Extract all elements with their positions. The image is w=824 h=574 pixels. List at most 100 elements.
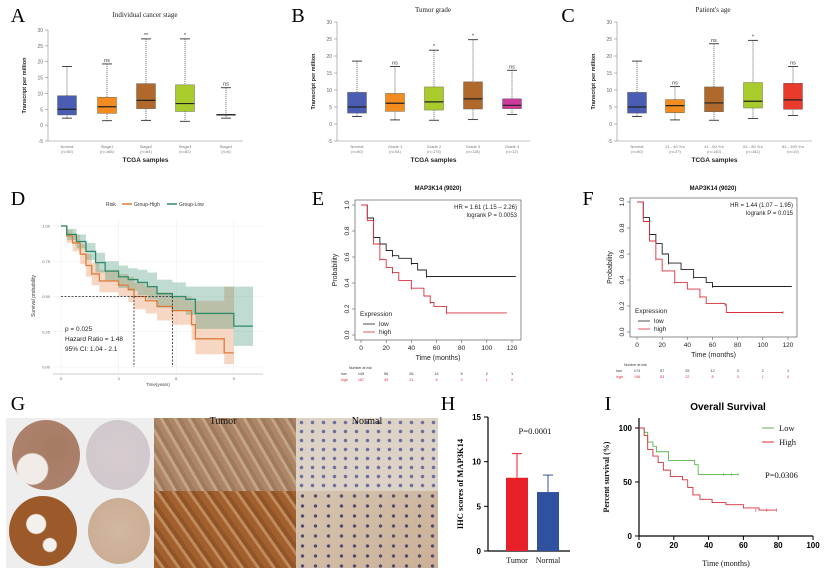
box-normal bbox=[347, 92, 367, 114]
x-tick-label: 120 bbox=[783, 342, 794, 349]
y-tick-label: 5 bbox=[477, 502, 482, 511]
category-label: 41 - 60 Yrs bbox=[704, 144, 724, 149]
hr-annotation: HR = 1.44 (1.07 – 1.95) bbox=[730, 203, 793, 209]
y-tick-label: 15 bbox=[37, 76, 43, 82]
y-tick-label: 20 bbox=[326, 54, 332, 60]
legend-label-high: high bbox=[654, 326, 667, 333]
y-tick-label: 0.50 bbox=[42, 294, 51, 299]
y-tick-label: 0.6 bbox=[344, 252, 351, 261]
category-count: (n=168) bbox=[100, 149, 115, 154]
risk-count: 1 bbox=[762, 375, 764, 379]
category-count: (n=140) bbox=[707, 149, 722, 154]
significance-label: ns bbox=[223, 82, 229, 88]
y-tick-label: 50 bbox=[623, 478, 632, 487]
legend-title: Expression bbox=[360, 311, 393, 318]
y-tick-label: -5 bbox=[328, 139, 333, 145]
category-label: Grade 3 bbox=[466, 144, 481, 149]
x-tick-label: 40 bbox=[408, 345, 416, 352]
significance-label: ns bbox=[672, 81, 678, 87]
legend-title: Risk bbox=[106, 202, 116, 208]
y-tick-label: 0 bbox=[40, 123, 43, 129]
chart-title: Tumor grade bbox=[415, 6, 451, 14]
risk-count: 1 bbox=[511, 372, 513, 376]
x-tick-label: Tumor bbox=[506, 556, 528, 565]
risk-count: 57 bbox=[660, 369, 664, 373]
panel-letter-c: C bbox=[561, 5, 574, 27]
category-count: (n=84) bbox=[140, 149, 152, 154]
category-label: Stage1 bbox=[101, 144, 114, 149]
x-tick-label: 100 bbox=[481, 345, 492, 352]
tumor-tissue-bottom bbox=[154, 491, 296, 568]
y-tick-label: 1.0 bbox=[344, 200, 351, 209]
legend-label-low: Group-Low bbox=[179, 202, 204, 208]
x-tick-label: 0 bbox=[635, 342, 639, 349]
y-tick-label: 15 bbox=[326, 71, 332, 77]
risk-count: 12 bbox=[710, 369, 714, 373]
box-normal bbox=[627, 92, 647, 114]
x-axis-label: Time(years) bbox=[146, 382, 170, 387]
y-tick-label: -5 bbox=[608, 139, 613, 145]
category-count: (n=10) bbox=[787, 149, 799, 154]
y-axis-label: Probability bbox=[332, 253, 339, 286]
risk-count: 53 bbox=[660, 375, 664, 379]
risk-count: 3 bbox=[737, 369, 739, 373]
significance-label: * bbox=[472, 34, 475, 40]
risk-count: 0 bbox=[787, 375, 789, 379]
category-count: (n=175) bbox=[427, 149, 442, 154]
x-tick-label: 40 bbox=[704, 541, 713, 550]
x-tick-label: 40 bbox=[684, 342, 692, 349]
box-grade-2 bbox=[424, 86, 444, 111]
y-tick-label: 30 bbox=[326, 20, 332, 26]
tma-core-tumor-bottom bbox=[9, 496, 77, 566]
panel-letter-f: F bbox=[582, 188, 593, 210]
y-tick-label: 10 bbox=[606, 88, 612, 94]
risk-count: 196 bbox=[634, 375, 640, 379]
box-normal bbox=[57, 95, 77, 116]
box-stage1 bbox=[97, 97, 117, 114]
km-curve-low bbox=[637, 201, 792, 287]
box-stage2 bbox=[136, 83, 156, 109]
risk-count: 0 bbox=[511, 378, 513, 382]
x-tick-label: 9 bbox=[233, 376, 236, 381]
significance-label: ns bbox=[392, 61, 398, 67]
legend-label-high: Group-High bbox=[134, 202, 160, 208]
category-count: (n=54) bbox=[389, 149, 401, 154]
ci-band-group-low bbox=[61, 226, 253, 346]
legend-label-low: low bbox=[654, 318, 664, 325]
chart-title: Overall Survival bbox=[690, 402, 766, 413]
significance-label: * bbox=[184, 33, 187, 39]
category-label: Normal bbox=[351, 144, 364, 149]
chart-title: MAP3K14 (9020) bbox=[415, 186, 462, 192]
y-tick-label: 0 bbox=[477, 547, 482, 556]
legend-label-low: low bbox=[379, 321, 389, 328]
category-label: Stage2 bbox=[140, 144, 153, 149]
x-axis-label: TCGA samples bbox=[411, 157, 457, 164]
plot-frame bbox=[354, 199, 522, 341]
y-tick-label: 25 bbox=[37, 44, 43, 50]
category-label: Stage4 bbox=[220, 144, 233, 149]
normal-tissue-bottom bbox=[296, 491, 438, 568]
y-tick-label: 10 bbox=[472, 458, 481, 467]
km-curve-low bbox=[639, 427, 739, 475]
y-axis-label: Transcript per million bbox=[591, 53, 597, 110]
x-tick-label: 100 bbox=[806, 541, 820, 550]
y-tick-label: 10 bbox=[326, 88, 332, 94]
risk-row-label: low bbox=[341, 372, 347, 376]
x-axis-label: Time (months) bbox=[702, 559, 750, 568]
ihc-panel bbox=[6, 418, 438, 568]
y-tick-label: 30 bbox=[37, 28, 43, 34]
y-tick-label: 0.2 bbox=[619, 301, 626, 310]
x-tick-label: 3 bbox=[117, 376, 120, 381]
panel-letter-i: I bbox=[605, 393, 612, 415]
x-axis-label: Time (months) bbox=[691, 352, 736, 359]
risk-row-label: high bbox=[616, 375, 623, 379]
category-count: (n=6) bbox=[221, 149, 231, 154]
y-tick-label: 100 bbox=[619, 424, 633, 433]
y-tick-label: -5 bbox=[39, 139, 44, 145]
stat-annotation: Hazard Ratio = 1.48 bbox=[65, 336, 123, 343]
y-axis-label: Transcript per million bbox=[311, 53, 317, 110]
x-tick-label: Normal bbox=[536, 556, 561, 565]
x-tick-label: 6 bbox=[175, 376, 178, 381]
hr-annotation: logrank P = 0.0053 bbox=[467, 213, 518, 219]
risk-count: 21 bbox=[409, 378, 413, 382]
